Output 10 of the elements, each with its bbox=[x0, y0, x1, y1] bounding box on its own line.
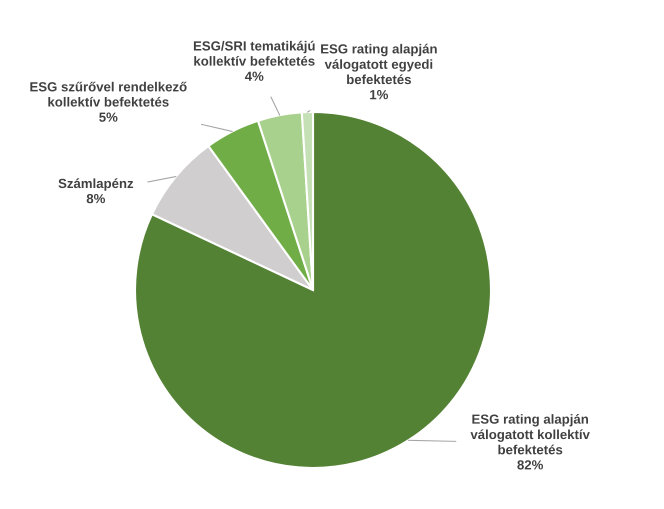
slice-label: ESG/SRI tematikájú kollektív befektetés bbox=[194, 40, 315, 66]
data-label: 1% bbox=[370, 90, 388, 100]
data-label: 4% bbox=[244, 72, 264, 81]
data-label: 5% bbox=[99, 112, 118, 122]
slice-label: ESG szűrővel rendelkező kollektív befektetés bbox=[30, 82, 187, 107]
slice-label: Számlapénz bbox=[58, 178, 134, 191]
slice-label: ESG rating alapján válogatott egyedi befektetés bbox=[321, 44, 437, 84]
data-label: 8% bbox=[86, 194, 106, 204]
slice-label: ESG rating alapján válogatott kollektív befektetés bbox=[470, 414, 590, 454]
data-label: 82% bbox=[517, 460, 544, 470]
